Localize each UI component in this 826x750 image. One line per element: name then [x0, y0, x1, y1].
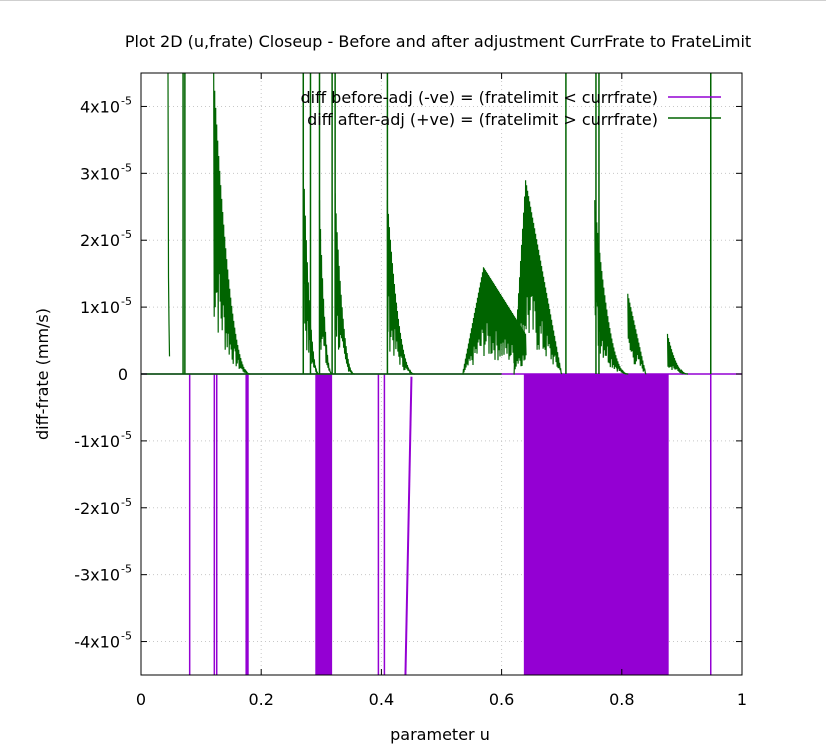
series-before-band [315, 374, 333, 675]
series-before-band [523, 374, 669, 675]
x-tick-label: 1 [737, 690, 747, 709]
y-tick-label: 2x10 [80, 231, 120, 250]
series-after-decay [386, 200, 415, 375]
y-tick-exponent: -5 [121, 563, 132, 576]
legend: diff before-adj (-ve) = (fratelimit < cu… [300, 88, 721, 129]
plot-area [141, 73, 742, 675]
series-after-hump [513, 180, 563, 375]
x-tick-label: 0.4 [369, 690, 394, 709]
series-after-decay [318, 200, 333, 375]
y-tick-label: -3x10 [74, 566, 120, 585]
y-tick-exponent: -5 [121, 295, 132, 308]
series-after-decay [302, 159, 319, 375]
x-tick-label: 0.8 [609, 690, 634, 709]
series-after-decay [213, 73, 251, 375]
y-tick-exponent: -5 [121, 161, 132, 174]
series-after-decay [594, 200, 629, 375]
chart-title: Plot 2D (u,frate) Closeup - Before and a… [125, 32, 751, 51]
x-tick-label: 0 [136, 690, 146, 709]
series-after-decay [167, 73, 171, 357]
series-after-decay [334, 193, 355, 375]
y-tick-label: -1x10 [74, 432, 120, 451]
y-tick-exponent: -5 [121, 228, 132, 241]
y-tick-label: 4x10 [80, 97, 120, 116]
y-tick-label: -4x10 [74, 633, 120, 652]
y-tick-exponent: -5 [121, 94, 132, 107]
series-after-hump [462, 267, 527, 375]
y-tick-exponent: -5 [121, 496, 132, 509]
x-axis-label: parameter u [390, 725, 490, 744]
top-border [0, 0, 826, 1]
y-tick-label: 0 [118, 365, 128, 384]
series-after-hump [627, 293, 647, 375]
y-tick-exponent: -5 [121, 630, 132, 643]
x-tick-label: 0.2 [248, 690, 273, 709]
y-tick-label: -2x10 [74, 499, 120, 518]
series-after-decay [666, 333, 688, 375]
series-before-ramp [404, 376, 413, 675]
legend-label-before: diff before-adj (-ve) = (fratelimit < cu… [300, 88, 658, 107]
y-tick-exponent: -5 [121, 429, 132, 442]
y-tick-label: 3x10 [80, 164, 120, 183]
legend-label-after: diff after-adj (+ve) = (fratelimit > cur… [307, 110, 658, 129]
y-axis-label: diff-frate (mm/s) [33, 308, 52, 440]
y-tick-label: 1x10 [80, 298, 120, 317]
x-tick-label: 0.6 [489, 690, 514, 709]
